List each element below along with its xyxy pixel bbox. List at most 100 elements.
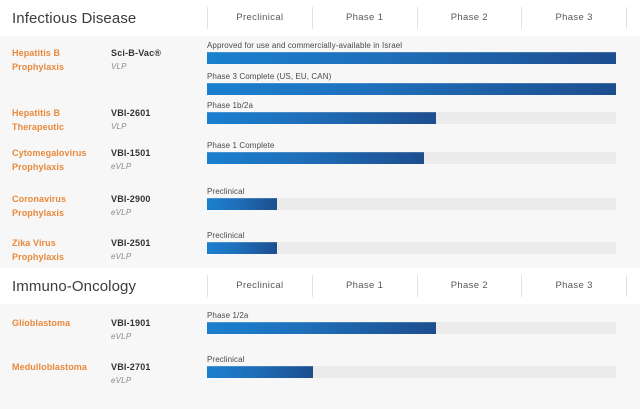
bar-status-label: Preclinical: [207, 355, 245, 364]
bar-status-label: Preclinical: [207, 231, 245, 240]
platform-name: eVLP: [111, 162, 132, 171]
table-row: Hepatitis B Therapeutic VBI-2601 VLP Pha…: [0, 94, 640, 138]
section-title: Immuno-Oncology: [12, 277, 137, 295]
phase-column-phase-2: Phase 2: [416, 275, 522, 297]
progress-fill: [207, 198, 277, 210]
progress-fill: [207, 112, 437, 124]
row-candidate: VBI-2601 VLP: [111, 100, 207, 133]
indication-line-1: Glioblastoma: [12, 318, 71, 328]
table-row: Hepatitis B Prophylaxis Sci-B-Vac® VLP A…: [0, 36, 640, 95]
progress-fill: [207, 152, 424, 164]
progress-track: [207, 322, 616, 334]
progress-track: [207, 198, 616, 210]
row-bars: Preclinical: [207, 354, 628, 378]
platform-name: eVLP: [111, 252, 132, 261]
program-rows-infectious-disease: Hepatitis B Prophylaxis Sci-B-Vac® VLP A…: [0, 36, 640, 268]
progress-track: [207, 52, 616, 64]
row-indication: Coronavirus Prophylaxis: [0, 186, 111, 220]
row-bars: Phase 1 Complete: [207, 140, 628, 164]
row-candidate: VBI-1501 eVLP: [111, 140, 207, 173]
indication-line-2: Prophylaxis: [12, 252, 65, 262]
row-candidate: VBI-2900 eVLP: [111, 186, 207, 219]
phase-column-phase-2: Phase 2: [416, 7, 522, 29]
phase-column-preclinical: Preclinical: [207, 7, 312, 29]
section-title: Infectious Disease: [12, 9, 137, 27]
row-bars: Preclinical: [207, 186, 628, 210]
table-row: Coronavirus Prophylaxis VBI-2900 eVLP Pr…: [0, 182, 640, 226]
candidate-name: VBI-1901: [111, 318, 151, 328]
indication-line-1: Zika Virus: [12, 238, 56, 248]
progress-fill: [207, 366, 314, 378]
progress-track: [207, 152, 616, 164]
phase-column-phase-3: Phase 3: [521, 275, 627, 297]
progress-bar-group: Phase 1 Complete: [207, 140, 616, 164]
indication-line-1: Cytomegalovirus: [12, 148, 87, 158]
phase-column-headers: Preclinical Phase 1 Phase 2 Phase 3: [207, 275, 627, 297]
progress-fill: [207, 52, 616, 64]
row-indication: Medulloblastoma: [0, 354, 111, 374]
bar-status-label: Phase 1b/2a: [207, 101, 254, 110]
platform-name: eVLP: [111, 208, 132, 217]
progress-bar-group: Preclinical: [207, 354, 616, 378]
indication-line-1: Medulloblastoma: [12, 362, 88, 372]
bar-status-label: Phase 1/2a: [207, 311, 249, 320]
row-candidate: VBI-1901 eVLP: [111, 310, 207, 343]
row-indication: Hepatitis B Therapeutic: [0, 100, 111, 134]
row-indication: Zika Virus Prophylaxis: [0, 230, 111, 264]
row-candidate: VBI-2701 eVLP: [111, 354, 207, 387]
row-bars: Approved for use and commercially-availa…: [207, 40, 628, 95]
progress-bar-group: Approved for use and commercially-availa…: [207, 40, 616, 64]
phase-column-phase-1: Phase 1: [311, 7, 417, 29]
indication-line-2: Prophylaxis: [12, 62, 65, 72]
indication-line-1: Coronavirus: [12, 194, 67, 204]
progress-bar-group: Phase 1b/2a: [207, 100, 616, 124]
progress-fill: [207, 242, 277, 254]
table-row: Zika Virus Prophylaxis VBI-2501 eVLP Pre…: [0, 226, 640, 268]
phase-column-preclinical: Preclinical: [207, 275, 312, 297]
indication-line-2: Prophylaxis: [12, 162, 65, 172]
progress-bar-group: Preclinical: [207, 186, 616, 210]
candidate-name: VBI-2701: [111, 362, 151, 372]
indication-line-2: Therapeutic: [12, 122, 65, 132]
bar-status-label: Phase 1 Complete: [207, 141, 275, 150]
section-header-infectious-disease: Infectious Disease Preclinical Phase 1 P…: [0, 0, 640, 36]
progress-track: [207, 83, 616, 95]
row-indication: Glioblastoma: [0, 310, 111, 330]
row-bars: Phase 1b/2a: [207, 100, 628, 124]
row-indication: Hepatitis B Prophylaxis: [0, 40, 111, 74]
phase-column-phase-3: Phase 3: [521, 7, 627, 29]
indication-line-1: Hepatitis B: [12, 108, 61, 118]
platform-name: VLP: [111, 62, 127, 71]
candidate-name: VBI-2900: [111, 194, 151, 204]
progress-bar-group: Preclinical: [207, 230, 616, 254]
bar-status-label: Preclinical: [207, 187, 245, 196]
table-row: Cytomegalovirus Prophylaxis VBI-1501 eVL…: [0, 138, 640, 182]
row-candidate: Sci-B-Vac® VLP: [111, 40, 207, 73]
platform-name: VLP: [111, 122, 127, 131]
row-candidate: VBI-2501 eVLP: [111, 230, 207, 263]
progress-bar-group: Phase 1/2a: [207, 310, 616, 334]
row-bars: Preclinical: [207, 230, 628, 254]
row-bars: Phase 1/2a: [207, 310, 628, 334]
candidate-name: VBI-2601: [111, 108, 151, 118]
progress-bar-group: Phase 3 Complete (US, EU, CAN): [207, 71, 616, 95]
phase-column-headers: Preclinical Phase 1 Phase 2 Phase 3: [207, 7, 627, 29]
progress-fill: [207, 83, 616, 95]
candidate-name: VBI-1501: [111, 148, 151, 158]
table-row: Glioblastoma VBI-1901 eVLP Phase 1/2a: [0, 304, 640, 350]
bar-status-label: Phase 3 Complete (US, EU, CAN): [207, 72, 332, 81]
row-indication: Cytomegalovirus Prophylaxis: [0, 140, 111, 174]
candidate-name: Sci-B-Vac®: [111, 48, 162, 58]
progress-track: [207, 366, 616, 378]
table-row: Medulloblastoma VBI-2701 eVLP Preclinica…: [0, 350, 640, 394]
indication-line-2: Prophylaxis: [12, 208, 65, 218]
phase-column-phase-1: Phase 1: [311, 275, 417, 297]
progress-track: [207, 112, 616, 124]
progress-fill: [207, 322, 437, 334]
section-header-immuno-oncology: Immuno-Oncology Preclinical Phase 1 Phas…: [0, 268, 640, 304]
program-rows-immuno-oncology: Glioblastoma VBI-1901 eVLP Phase 1/2a Me…: [0, 304, 640, 394]
indication-line-1: Hepatitis B: [12, 48, 61, 58]
platform-name: eVLP: [111, 376, 132, 385]
progress-track: [207, 242, 616, 254]
